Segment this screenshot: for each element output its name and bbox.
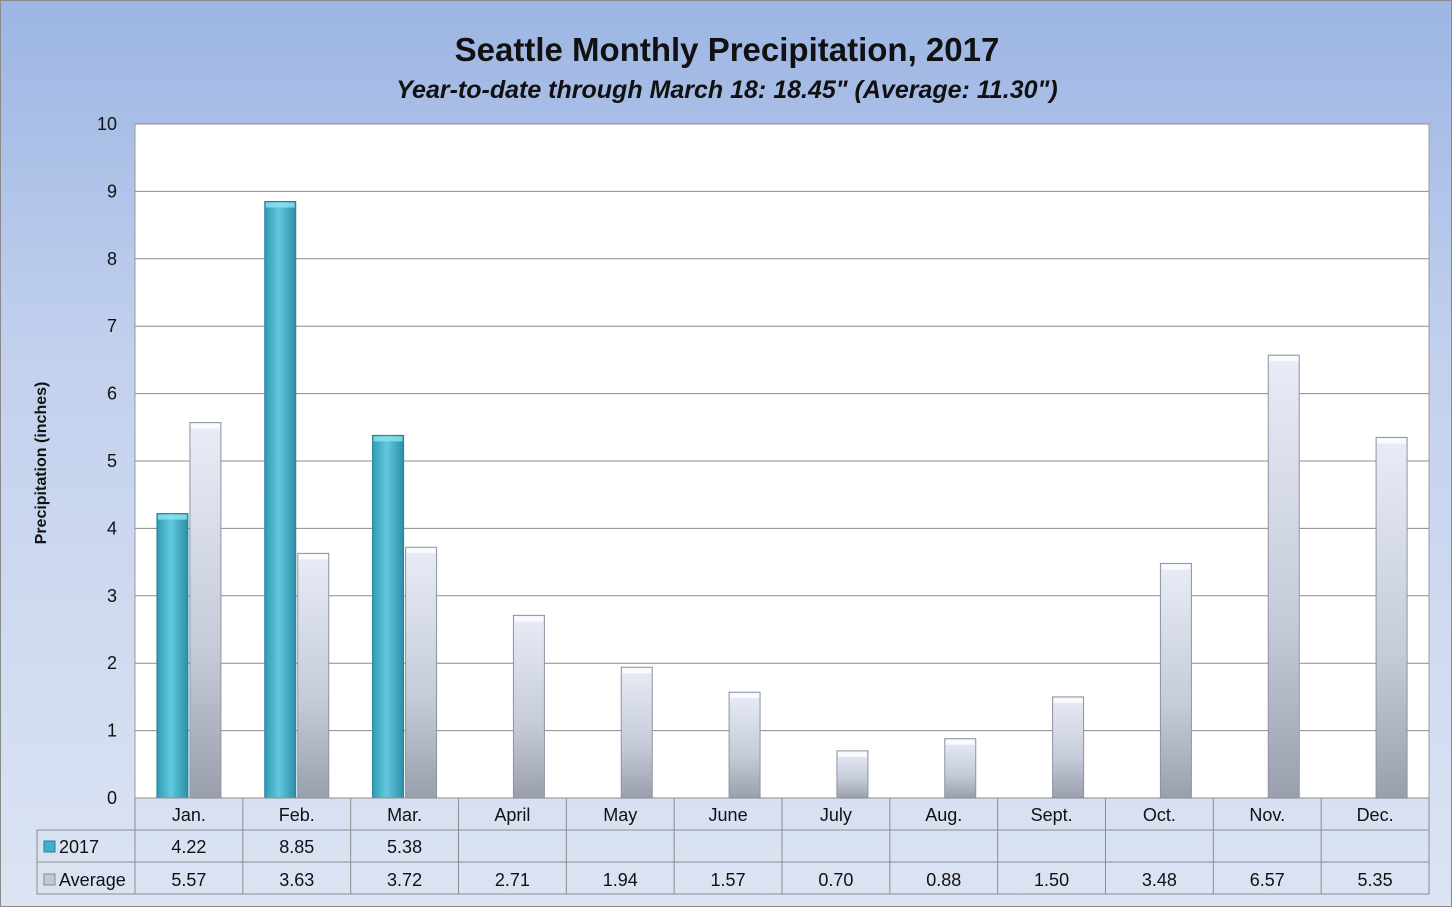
bar-cap bbox=[190, 423, 220, 429]
y-tick-label: 4 bbox=[107, 518, 117, 538]
y-tick-label: 10 bbox=[97, 114, 117, 134]
bar-cap bbox=[265, 202, 295, 208]
bar-cap bbox=[514, 616, 544, 622]
y-tick-label: 3 bbox=[107, 586, 117, 606]
legend-label-average: Average bbox=[59, 870, 126, 890]
y-tick-label: 7 bbox=[107, 316, 117, 336]
data-label-average: 6.57 bbox=[1250, 870, 1285, 890]
x-tick-label: Aug. bbox=[925, 805, 962, 825]
bar-average-2 bbox=[405, 546, 438, 799]
bar-average-4 bbox=[620, 666, 653, 799]
bar-average-9 bbox=[1159, 562, 1192, 799]
bar-cap bbox=[406, 548, 436, 554]
data-label-average: 0.88 bbox=[926, 870, 961, 890]
data-label-average: 5.57 bbox=[171, 870, 206, 890]
bar-cap bbox=[837, 751, 867, 757]
bar-cap bbox=[622, 668, 652, 674]
bar-cap bbox=[1377, 438, 1407, 444]
x-tick-label: Nov. bbox=[1249, 805, 1285, 825]
data-label-average: 3.63 bbox=[279, 870, 314, 890]
y-tick-label: 0 bbox=[107, 788, 117, 808]
x-tick-label: Oct. bbox=[1143, 805, 1176, 825]
legend-swatch-2017 bbox=[43, 840, 56, 853]
bar-cap bbox=[1269, 356, 1299, 362]
bar-average-10 bbox=[1267, 354, 1300, 799]
x-tick-label: Sept. bbox=[1031, 805, 1073, 825]
data-label-average: 3.48 bbox=[1142, 870, 1177, 890]
data-label-average: 5.35 bbox=[1358, 870, 1393, 890]
data-label-average: 0.70 bbox=[818, 870, 853, 890]
data-label-2017: 8.85 bbox=[279, 837, 314, 857]
bar-average-11 bbox=[1375, 436, 1408, 799]
x-tick-label: Dec. bbox=[1357, 805, 1394, 825]
bar-average-6 bbox=[836, 750, 869, 799]
bar-cap bbox=[1053, 697, 1083, 703]
y-tick-label: 6 bbox=[107, 384, 117, 404]
chart-title: Seattle Monthly Precipitation, 2017 bbox=[454, 31, 1000, 68]
chart-subtitle: Year-to-date through March 18: 18.45" (A… bbox=[396, 76, 1058, 104]
bar-average-0 bbox=[189, 422, 222, 799]
legend-label-2017: 2017 bbox=[59, 837, 99, 857]
data-label-average: 2.71 bbox=[495, 870, 530, 890]
x-tick-label: Mar. bbox=[387, 805, 422, 825]
y-tick-label: 9 bbox=[107, 181, 117, 201]
bar-average-7 bbox=[944, 738, 977, 799]
bar-cap bbox=[730, 693, 760, 699]
x-tick-label: Jan. bbox=[172, 805, 206, 825]
bar-cap bbox=[373, 436, 403, 442]
x-tick-label: June bbox=[709, 805, 748, 825]
bar-2017-2 bbox=[372, 434, 405, 799]
bar-average-1 bbox=[297, 552, 330, 799]
data-label-average: 1.94 bbox=[603, 870, 638, 890]
legend-swatch-average bbox=[43, 873, 56, 886]
data-label-average: 1.57 bbox=[711, 870, 746, 890]
y-tick-label: 1 bbox=[107, 721, 117, 741]
bar-average-3 bbox=[512, 614, 545, 799]
bar-cap bbox=[1161, 564, 1191, 570]
y-tick-label: 8 bbox=[107, 249, 117, 269]
x-tick-label: Feb. bbox=[279, 805, 315, 825]
x-tick-label: May bbox=[603, 805, 637, 825]
x-tick-label: April bbox=[494, 805, 530, 825]
bar-2017-0 bbox=[156, 513, 189, 799]
bar-cap bbox=[945, 739, 975, 745]
data-label-2017: 4.22 bbox=[171, 837, 206, 857]
data-label-2017: 5.38 bbox=[387, 837, 422, 857]
x-tick-label: July bbox=[820, 805, 852, 825]
bar-2017-1 bbox=[264, 201, 297, 799]
bar-average-8 bbox=[1052, 696, 1085, 799]
y-tick-label: 5 bbox=[107, 451, 117, 471]
bar-cap bbox=[298, 554, 328, 560]
data-label-average: 3.72 bbox=[387, 870, 422, 890]
data-label-average: 1.50 bbox=[1034, 870, 1069, 890]
y-tick-label: 2 bbox=[107, 653, 117, 673]
bar-cap bbox=[157, 514, 187, 520]
bar-average-5 bbox=[728, 691, 761, 799]
